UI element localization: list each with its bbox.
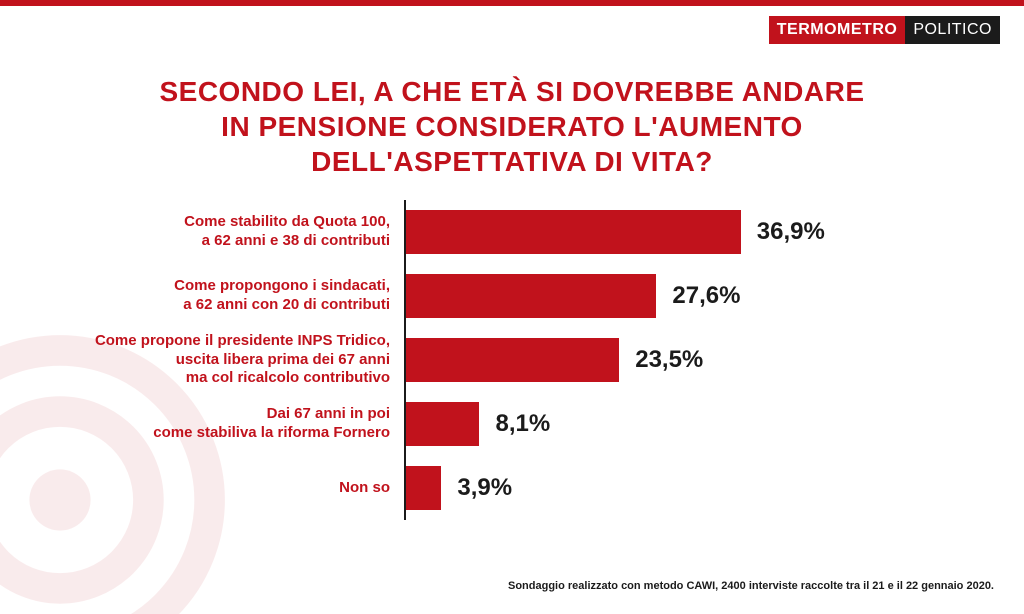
title-line-2: IN PENSIONE CONSIDERATO L'AUMENTO: [60, 109, 964, 144]
bar-chart: Come stabilito da Quota 100, a 62 anni e…: [60, 200, 964, 524]
top-strip: [0, 0, 1024, 6]
bar: [406, 402, 479, 446]
title-line-1: SECONDO LEI, A CHE ETÀ SI DOVREBBE ANDAR…: [60, 74, 964, 109]
bar-area: 8,1%: [406, 392, 964, 456]
bar-label: Come propongono i sindacati, a 62 anni c…: [60, 277, 404, 315]
bar: [406, 274, 656, 318]
brand-logo: TERMOMETRO POLITICO: [769, 16, 1000, 44]
chart-title: SECONDO LEI, A CHE ETÀ SI DOVREBBE ANDAR…: [60, 74, 964, 179]
bar-area: 23,5%: [406, 328, 964, 392]
bar-area: 36,9%: [406, 200, 964, 264]
brand-logo-right: POLITICO: [905, 16, 1000, 44]
chart-row: Come propongono i sindacati, a 62 anni c…: [60, 264, 964, 328]
bar: [406, 338, 619, 382]
brand-logo-left: TERMOMETRO: [769, 16, 906, 44]
bar-value: 23,5%: [635, 346, 703, 374]
bar-label: Come propone il presidente INPS Tridico,…: [60, 332, 404, 388]
bar-label: Dai 67 anni in poi come stabiliva la rif…: [60, 405, 404, 443]
bar-label: Come stabilito da Quota 100, a 62 anni e…: [60, 213, 404, 251]
bar-value: 3,9%: [457, 474, 512, 502]
chart-row: Dai 67 anni in poi come stabiliva la rif…: [60, 392, 964, 456]
bar-label: Non so: [60, 479, 404, 498]
chart-row: Non so 3,9%: [60, 456, 964, 520]
bar-value: 8,1%: [495, 410, 550, 438]
bar-value: 27,6%: [672, 282, 740, 310]
bar: [406, 210, 741, 254]
footer-note: Sondaggio realizzato con metodo CAWI, 24…: [508, 580, 994, 592]
chart-row: Come stabilito da Quota 100, a 62 anni e…: [60, 200, 964, 264]
bar: [406, 466, 441, 510]
bar-area: 3,9%: [406, 456, 964, 520]
chart-row: Come propone il presidente INPS Tridico,…: [60, 328, 964, 392]
bar-value: 36,9%: [757, 218, 825, 246]
title-line-3: DELL'ASPETTATIVA DI VITA?: [60, 144, 964, 179]
bar-area: 27,6%: [406, 264, 964, 328]
